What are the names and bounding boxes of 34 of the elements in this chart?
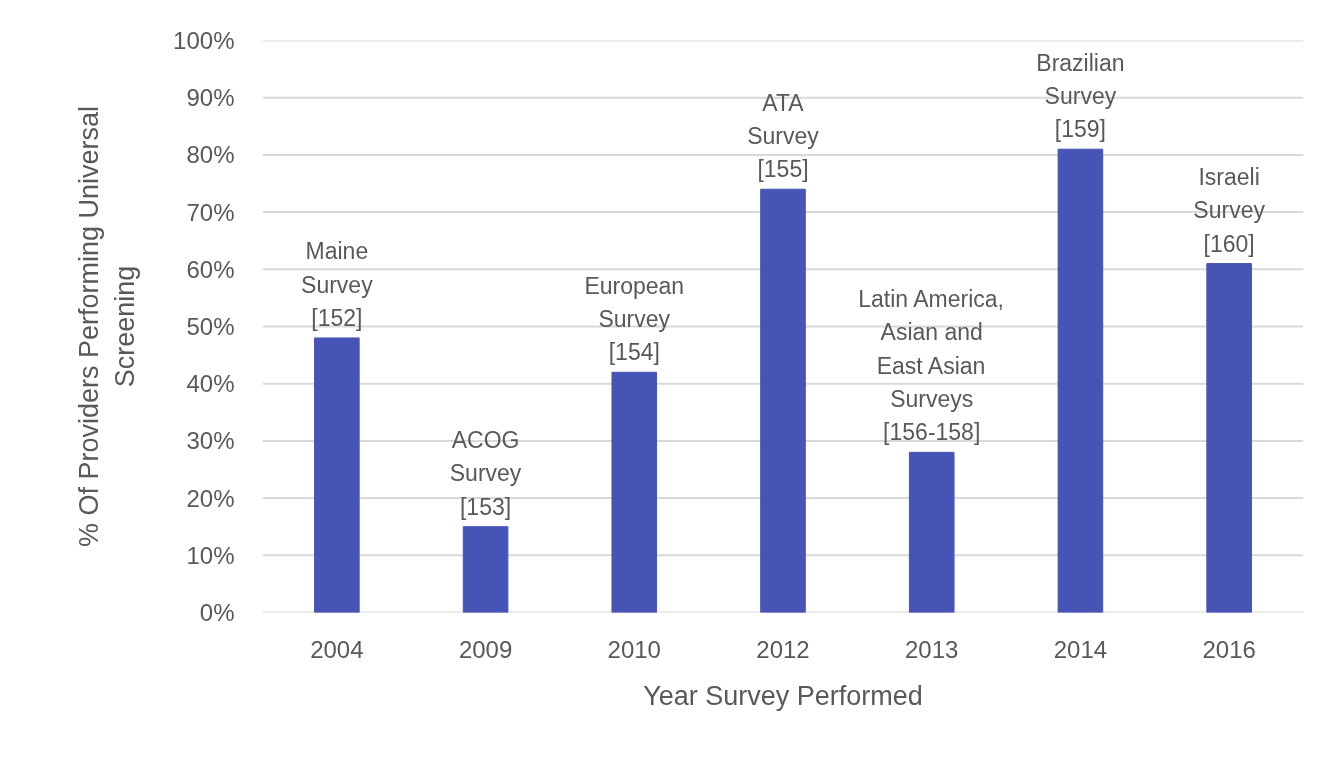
y-tick-label: 70% [186,198,235,226]
x-tick-label: 2012 [756,635,810,663]
x-tick-label: 2013 [905,635,959,663]
y-tick-label: 50% [186,313,235,340]
y-tick-label: 10% [186,541,235,569]
x-axis-title: Year Survey Performed [643,680,923,711]
y-tick-label: 80% [186,141,235,169]
annotation: Latin America, Asian and East Asian Surveys [156-158] [858,286,1004,446]
y-tick-label: 0% [199,599,235,626]
annotation: European Survey [154] [584,272,685,366]
bar [908,451,955,613]
bar [760,188,806,613]
y-tick-label: 40% [186,370,235,398]
x-tick-label: 2004 [310,635,364,663]
y-axis-title: % Of Providers Performing Universal Screening [74,105,141,548]
annotation: Brazilian Survey [159] [1036,49,1125,143]
y-tick-label: 100% [173,27,235,54]
annotation: Maine Survey [152] [301,238,374,331]
x-tick-label: 2014 [1053,635,1108,663]
bar [611,371,658,613]
annotation: ATA Survey [155] [747,89,820,183]
x-tick-label: 2009 [458,635,513,663]
bar [1057,148,1104,613]
bar [1206,263,1252,613]
y-tick-label: 20% [186,484,235,512]
y-tick-label: 60% [186,255,235,283]
x-tick-label: 2010 [607,635,661,663]
bar [462,526,509,613]
annotation: Israeli Survey [160] [1193,164,1266,257]
y-tick-label: 90% [186,84,235,112]
bar [314,337,360,613]
annotation: ACOG Survey [153] [449,427,522,520]
x-tick-label: 2016 [1202,635,1256,663]
y-tick-label: 30% [186,427,235,455]
